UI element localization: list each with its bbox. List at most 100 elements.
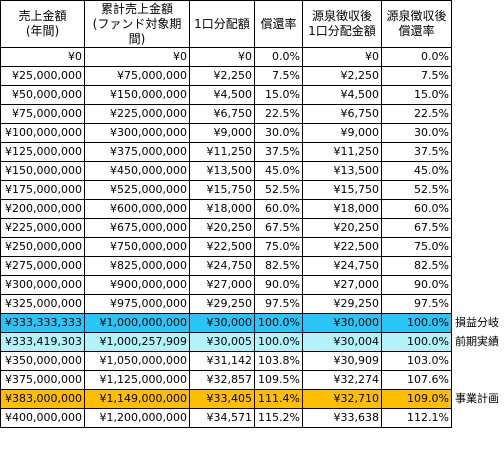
after-tax-redemption-rate-cell[interactable]: 103.0% — [381, 351, 452, 371]
annual-sales-cell[interactable]: ¥25,000,000 — [0, 66, 85, 86]
distribution-cell[interactable]: ¥22,500 — [189, 237, 255, 257]
distribution-cell[interactable]: ¥34,571 — [189, 408, 255, 428]
cumulative-sales-cell[interactable]: ¥300,000,000 — [84, 123, 190, 143]
annual-sales-cell[interactable]: ¥383,000,000 — [0, 389, 85, 409]
cumulative-sales-cell[interactable]: ¥1,000,257,909 — [84, 332, 190, 352]
after-tax-redemption-rate-cell[interactable]: 22.5% — [381, 104, 452, 124]
annual-sales-cell[interactable]: ¥125,000,000 — [0, 142, 85, 162]
cumulative-sales-cell[interactable]: ¥750,000,000 — [84, 237, 190, 257]
after-tax-distribution-cell[interactable]: ¥29,250 — [302, 294, 382, 314]
after-tax-redemption-rate-cell[interactable]: 37.5% — [381, 142, 452, 162]
redemption-rate-cell[interactable]: 100.0% — [254, 313, 303, 333]
distribution-cell[interactable]: ¥30,005 — [189, 332, 255, 352]
cumulative-sales-cell[interactable]: ¥675,000,000 — [84, 218, 190, 238]
distribution-cell[interactable]: ¥11,250 — [189, 142, 255, 162]
header-after-tax-redemption-rate[interactable]: 源泉徴収後 償還率 — [381, 0, 452, 48]
annual-sales-cell[interactable]: ¥75,000,000 — [0, 104, 85, 124]
cumulative-sales-cell[interactable]: ¥1,200,000,000 — [84, 408, 190, 428]
redemption-rate-cell[interactable]: 30.0% — [254, 123, 303, 143]
annual-sales-cell[interactable]: ¥175,000,000 — [0, 180, 85, 200]
after-tax-redemption-rate-cell[interactable]: 100.0% — [381, 313, 452, 333]
redemption-rate-cell[interactable]: 22.5% — [254, 104, 303, 124]
cumulative-sales-cell[interactable]: ¥1,050,000,000 — [84, 351, 190, 371]
after-tax-distribution-cell[interactable]: ¥22,500 — [302, 237, 382, 257]
redemption-rate-cell[interactable]: 67.5% — [254, 218, 303, 238]
distribution-cell[interactable]: ¥18,000 — [189, 199, 255, 219]
after-tax-distribution-cell[interactable]: ¥4,500 — [302, 85, 382, 105]
after-tax-redemption-rate-cell[interactable]: 15.0% — [381, 85, 452, 105]
distribution-cell[interactable]: ¥31,142 — [189, 351, 255, 371]
after-tax-redemption-rate-cell[interactable]: 45.0% — [381, 161, 452, 181]
redemption-rate-cell[interactable]: 52.5% — [254, 180, 303, 200]
distribution-cell[interactable]: ¥30,000 — [189, 313, 255, 333]
cumulative-sales-cell[interactable]: ¥1,000,000,000 — [84, 313, 190, 333]
cumulative-sales-cell[interactable]: ¥375,000,000 — [84, 142, 190, 162]
after-tax-redemption-rate-cell[interactable]: 107.6% — [381, 370, 452, 390]
distribution-cell[interactable]: ¥27,000 — [189, 275, 255, 295]
after-tax-distribution-cell[interactable]: ¥15,750 — [302, 180, 382, 200]
header-distribution-per-unit[interactable]: 1口分配額 — [189, 0, 255, 48]
redemption-rate-cell[interactable]: 0.0% — [254, 47, 303, 67]
annual-sales-cell[interactable]: ¥333,419,303 — [0, 332, 85, 352]
redemption-rate-cell[interactable]: 100.0% — [254, 332, 303, 352]
cumulative-sales-cell[interactable]: ¥825,000,000 — [84, 256, 190, 276]
annual-sales-cell[interactable]: ¥325,000,000 — [0, 294, 85, 314]
redemption-rate-cell[interactable]: 15.0% — [254, 85, 303, 105]
redemption-rate-cell[interactable]: 115.2% — [254, 408, 303, 428]
annual-sales-cell[interactable]: ¥100,000,000 — [0, 123, 85, 143]
distribution-cell[interactable]: ¥32,857 — [189, 370, 255, 390]
distribution-cell[interactable]: ¥13,500 — [189, 161, 255, 181]
cumulative-sales-cell[interactable]: ¥75,000,000 — [84, 66, 190, 86]
distribution-cell[interactable]: ¥4,500 — [189, 85, 255, 105]
cumulative-sales-cell[interactable]: ¥150,000,000 — [84, 85, 190, 105]
distribution-cell[interactable]: ¥24,750 — [189, 256, 255, 276]
redemption-rate-cell[interactable]: 7.5% — [254, 66, 303, 86]
cumulative-sales-cell[interactable]: ¥600,000,000 — [84, 199, 190, 219]
redemption-rate-cell[interactable]: 111.4% — [254, 389, 303, 409]
after-tax-distribution-cell[interactable]: ¥24,750 — [302, 256, 382, 276]
cumulative-sales-cell[interactable]: ¥1,149,000,000 — [84, 389, 190, 409]
cumulative-sales-cell[interactable]: ¥225,000,000 — [84, 104, 190, 124]
header-annual-sales[interactable]: 売上金額 (年間) — [0, 0, 85, 48]
after-tax-distribution-cell[interactable]: ¥18,000 — [302, 199, 382, 219]
distribution-cell[interactable]: ¥33,405 — [189, 389, 255, 409]
after-tax-redemption-rate-cell[interactable]: 7.5% — [381, 66, 452, 86]
annual-sales-cell[interactable]: ¥225,000,000 — [0, 218, 85, 238]
after-tax-distribution-cell[interactable]: ¥27,000 — [302, 275, 382, 295]
after-tax-redemption-rate-cell[interactable]: 30.0% — [381, 123, 452, 143]
distribution-cell[interactable]: ¥6,750 — [189, 104, 255, 124]
distribution-cell[interactable]: ¥20,250 — [189, 218, 255, 238]
cumulative-sales-cell[interactable]: ¥975,000,000 — [84, 294, 190, 314]
after-tax-distribution-cell[interactable]: ¥30,000 — [302, 313, 382, 333]
cumulative-sales-cell[interactable]: ¥525,000,000 — [84, 180, 190, 200]
after-tax-distribution-cell[interactable]: ¥33,638 — [302, 408, 382, 428]
after-tax-redemption-rate-cell[interactable]: 97.5% — [381, 294, 452, 314]
annual-sales-cell[interactable]: ¥400,000,000 — [0, 408, 85, 428]
annual-sales-cell[interactable]: ¥0 — [0, 47, 85, 67]
distribution-cell[interactable]: ¥9,000 — [189, 123, 255, 143]
after-tax-redemption-rate-cell[interactable]: 90.0% — [381, 275, 452, 295]
distribution-cell[interactable]: ¥2,250 — [189, 66, 255, 86]
redemption-rate-cell[interactable]: 103.8% — [254, 351, 303, 371]
after-tax-distribution-cell[interactable]: ¥20,250 — [302, 218, 382, 238]
after-tax-distribution-cell[interactable]: ¥11,250 — [302, 142, 382, 162]
redemption-rate-cell[interactable]: 97.5% — [254, 294, 303, 314]
after-tax-distribution-cell[interactable]: ¥13,500 — [302, 161, 382, 181]
annual-sales-cell[interactable]: ¥350,000,000 — [0, 351, 85, 371]
annual-sales-cell[interactable]: ¥200,000,000 — [0, 199, 85, 219]
annual-sales-cell[interactable]: ¥150,000,000 — [0, 161, 85, 181]
after-tax-distribution-cell[interactable]: ¥2,250 — [302, 66, 382, 86]
annual-sales-cell[interactable]: ¥300,000,000 — [0, 275, 85, 295]
cumulative-sales-cell[interactable]: ¥450,000,000 — [84, 161, 190, 181]
after-tax-distribution-cell[interactable]: ¥32,274 — [302, 370, 382, 390]
after-tax-redemption-rate-cell[interactable]: 112.1% — [381, 408, 452, 428]
after-tax-distribution-cell[interactable]: ¥9,000 — [302, 123, 382, 143]
after-tax-redemption-rate-cell[interactable]: 82.5% — [381, 256, 452, 276]
annual-sales-cell[interactable]: ¥275,000,000 — [0, 256, 85, 276]
after-tax-distribution-cell[interactable]: ¥32,710 — [302, 389, 382, 409]
after-tax-distribution-cell[interactable]: ¥30,004 — [302, 332, 382, 352]
header-cumulative-sales[interactable]: 累計売上金額 (ファンド対象期間) — [84, 0, 190, 48]
after-tax-distribution-cell[interactable]: ¥30,909 — [302, 351, 382, 371]
redemption-rate-cell[interactable]: 37.5% — [254, 142, 303, 162]
distribution-cell[interactable]: ¥29,250 — [189, 294, 255, 314]
